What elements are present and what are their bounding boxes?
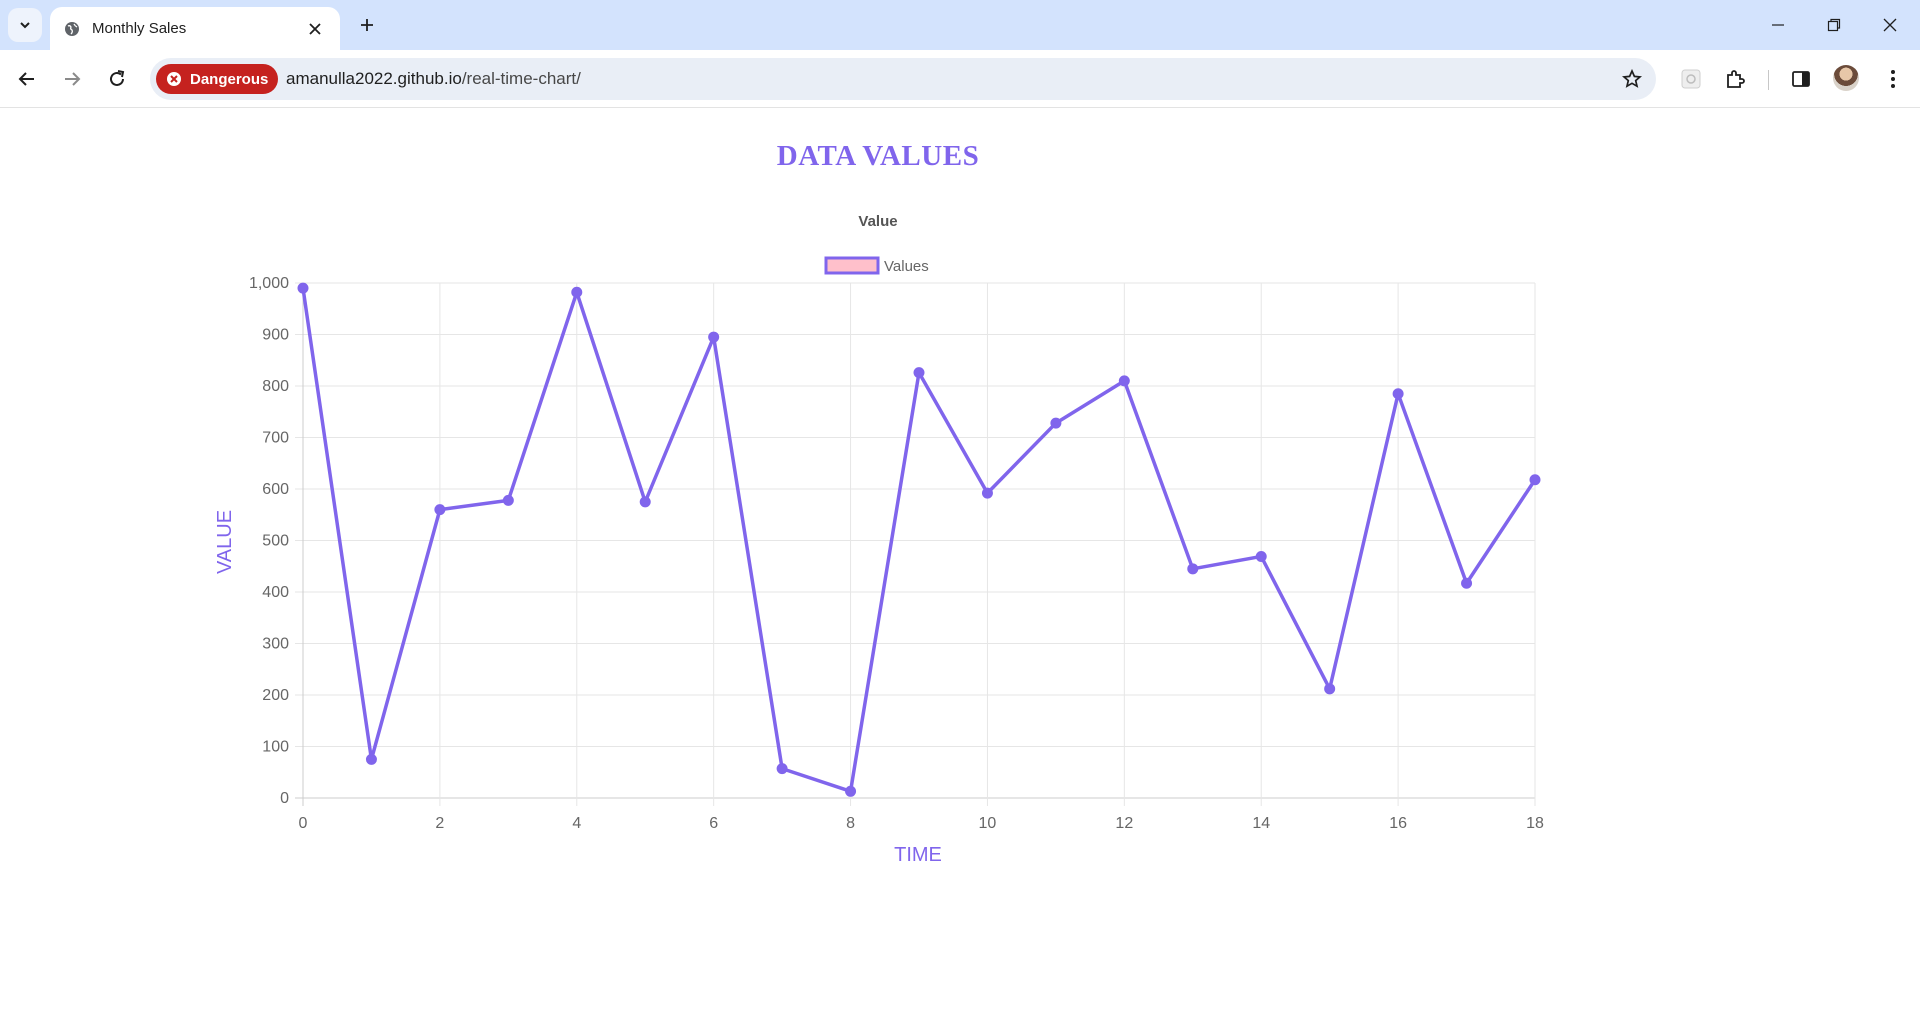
data-point[interactable] (1324, 683, 1336, 695)
star-icon (1622, 69, 1642, 88)
x-tick-label: 2 (435, 815, 444, 832)
chart-title: Value (858, 213, 897, 230)
restore-icon (1827, 18, 1841, 32)
extensions-menu-button[interactable] (1720, 64, 1750, 94)
data-point[interactable] (1050, 417, 1062, 429)
extension-button[interactable] (1676, 64, 1706, 94)
side-panel-icon (1792, 71, 1810, 87)
tab-search-button[interactable] (8, 8, 42, 42)
y-tick-label: 0 (280, 790, 289, 807)
globe-icon (65, 21, 79, 36)
y-tick-label: 900 (262, 327, 289, 344)
security-status-label: Dangerous (190, 70, 269, 88)
side-panel-button[interactable] (1786, 64, 1816, 94)
url-text[interactable]: amanulla2022.github.io/real-time-chart/ (286, 69, 581, 89)
close-icon (1883, 18, 1897, 32)
x-tick-label: 0 (299, 815, 308, 832)
arrow-right-icon (65, 72, 81, 86)
y-tick-label: 1,000 (249, 275, 289, 292)
close-icon (309, 22, 321, 35)
data-point[interactable] (1529, 474, 1541, 486)
x-axis-ticks: 0 2 4 6 8 10 12 14 16 18 (299, 815, 1544, 832)
legend-label: Values (884, 258, 929, 275)
chevron-down-icon (20, 22, 30, 29)
data-point[interactable] (1187, 563, 1199, 575)
restore-button[interactable] (1806, 0, 1862, 50)
close-window-button[interactable] (1862, 0, 1918, 50)
page-heading: DATA VALUES (776, 140, 980, 172)
y-tick-label: 300 (262, 636, 289, 653)
danger-icon (167, 72, 181, 86)
tab-title: Monthly Sales (92, 20, 187, 37)
puzzle-icon (1727, 70, 1745, 88)
data-point[interactable] (981, 487, 993, 499)
y-tick-label: 700 (262, 430, 289, 447)
security-status-chip[interactable]: Dangerous (156, 64, 278, 94)
y-tick-label: 400 (262, 584, 289, 601)
y-tick-label: 200 (262, 687, 289, 704)
y-tick-label: 100 (262, 739, 289, 756)
extension-app-icon (1681, 69, 1701, 89)
data-point[interactable] (1392, 388, 1404, 400)
tab-strip: Monthly Sales (0, 0, 1920, 50)
x-tick-label: 10 (979, 815, 997, 832)
toolbar-separator (1768, 70, 1769, 90)
arrow-left-icon (18, 72, 34, 86)
new-tab-button[interactable] (352, 10, 382, 40)
x-tick-label: 4 (572, 815, 581, 832)
data-point[interactable] (708, 331, 720, 343)
data-point[interactable] (1461, 577, 1473, 589)
data-point[interactable] (1255, 550, 1267, 562)
data-point[interactable] (845, 785, 857, 797)
y-axis-ticks: 0 100 200 300 400 500 600 700 800 900 1,000 (249, 275, 289, 807)
data-point[interactable] (502, 494, 514, 506)
x-axis-title: TIME (894, 844, 942, 866)
legend[interactable]: Values (824, 256, 929, 275)
browser-tab[interactable]: Monthly Sales (50, 7, 340, 50)
browser-menu-button[interactable] (1878, 64, 1908, 94)
y-tick-label: 800 (262, 378, 289, 395)
reload-button[interactable] (98, 60, 136, 98)
minimize-icon (1772, 24, 1784, 26)
y-tick-label: 600 (262, 481, 289, 498)
chart-grid (295, 282, 1536, 806)
address-bar[interactable]: Dangerous amanulla2022.github.io/real-ti… (150, 58, 1656, 100)
x-tick-label: 14 (1252, 815, 1270, 832)
data-point[interactable] (571, 286, 583, 298)
data-point[interactable] (297, 282, 309, 294)
url-host: amanulla2022.github.io (286, 69, 462, 88)
x-tick-label: 16 (1389, 815, 1407, 832)
legend-swatch (824, 256, 880, 275)
data-point[interactable] (913, 367, 925, 379)
data-point[interactable] (365, 753, 377, 765)
x-tick-label: 8 (846, 815, 855, 832)
data-point[interactable] (434, 504, 446, 516)
profile-avatar[interactable] (1833, 65, 1859, 91)
tab-close-button[interactable] (304, 18, 326, 40)
data-point[interactable] (776, 763, 788, 775)
x-tick-label: 18 (1526, 815, 1544, 832)
x-tick-label: 12 (1115, 815, 1133, 832)
url-path: /real-time-chart/ (461, 69, 581, 88)
browser-toolbar: Dangerous amanulla2022.github.io/real-ti… (0, 50, 1920, 108)
reload-icon (110, 70, 125, 86)
x-tick-label: 6 (709, 815, 718, 832)
bookmark-button[interactable] (1620, 67, 1644, 91)
series-points (297, 282, 1541, 797)
plus-icon (361, 19, 373, 31)
data-point[interactable] (1118, 375, 1130, 387)
y-tick-label: 500 (262, 533, 289, 550)
forward-button[interactable] (53, 60, 91, 98)
line-chart: 0 100 200 300 400 500 600 700 800 900 1,000 0 2 4 6 8 1… (214, 213, 1544, 866)
minimize-button[interactable] (1750, 0, 1806, 50)
back-button[interactable] (8, 60, 46, 98)
y-axis-title: VALUE (214, 510, 236, 574)
more-vertical-icon (1891, 70, 1895, 88)
data-point[interactable] (639, 496, 651, 508)
series-line-values (301, 287, 1537, 794)
